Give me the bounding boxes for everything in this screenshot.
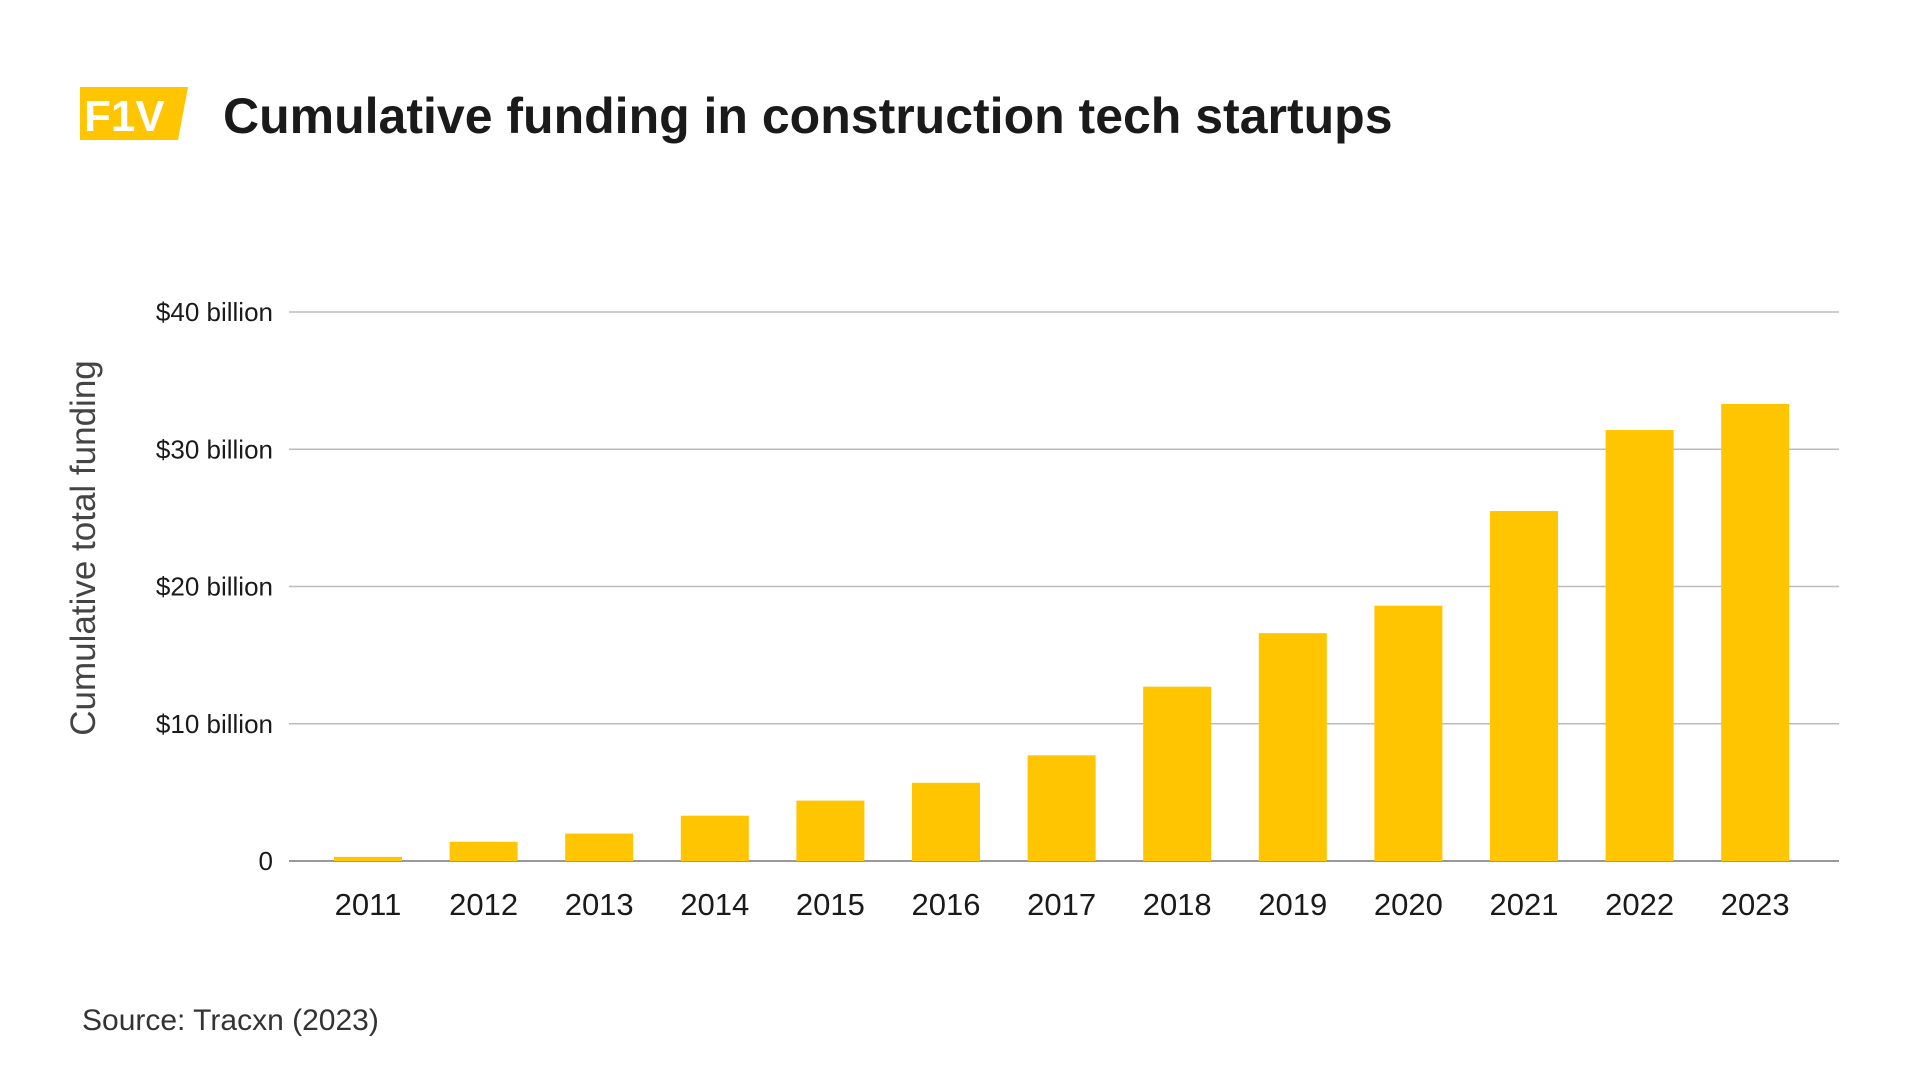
bar-2018 [1143,686,1212,861]
x-tick-label: 2020 [1374,887,1443,922]
x-tick-label: 2018 [1143,887,1212,922]
source-note: Source: Tracxn (2023) [82,1004,379,1037]
x-tick-label: 2015 [796,887,865,922]
y-tick-label: $20 billion [156,572,273,602]
y-tick-label: $40 billion [156,297,273,327]
y-tick-labels: 0 $10 billion $20 billion $30 billion $40 bi… [156,297,273,876]
bar-2011 [334,856,402,861]
y-tick-label: $30 billion [156,434,273,464]
bar-2013 [565,833,634,861]
x-tick-label: 2022 [1605,887,1674,922]
y-tick-label: $10 billion [156,709,273,739]
bar-2012 [449,841,518,861]
bar-2016 [912,782,980,861]
bar-2014 [680,815,749,861]
logo: F1V [80,87,188,141]
x-tick-labels: 2011 2012 2013 2014 2015 2016 2017 2018 2019 2020… [335,887,1790,922]
bar-2019 [1258,633,1327,861]
logo-text: F1V [84,92,165,141]
logo-badge [80,87,188,140]
bars [334,403,1790,861]
x-tick-label: 2021 [1490,887,1559,922]
bar-2015 [796,800,865,861]
x-tick-label: 2017 [1027,887,1096,922]
x-tick-label: 2011 [335,887,402,922]
x-tick-label: 2016 [912,887,981,922]
x-tick-label: 2023 [1721,887,1790,922]
bar-2017 [1027,755,1096,861]
x-tick-label: 2012 [449,887,518,922]
chart-title: Cumulative funding in construction tech … [223,88,1393,144]
x-tick-label: 2014 [680,887,749,922]
x-tick-label: 2013 [565,887,634,922]
y-tick-label: 0 [259,846,273,876]
bar-2022 [1605,430,1674,861]
bar-2020 [1374,605,1443,861]
bar-2021 [1490,511,1558,861]
bar-2023 [1721,403,1790,861]
x-tick-label: 2019 [1258,887,1327,922]
y-axis-label: Cumulative total funding [64,360,103,736]
